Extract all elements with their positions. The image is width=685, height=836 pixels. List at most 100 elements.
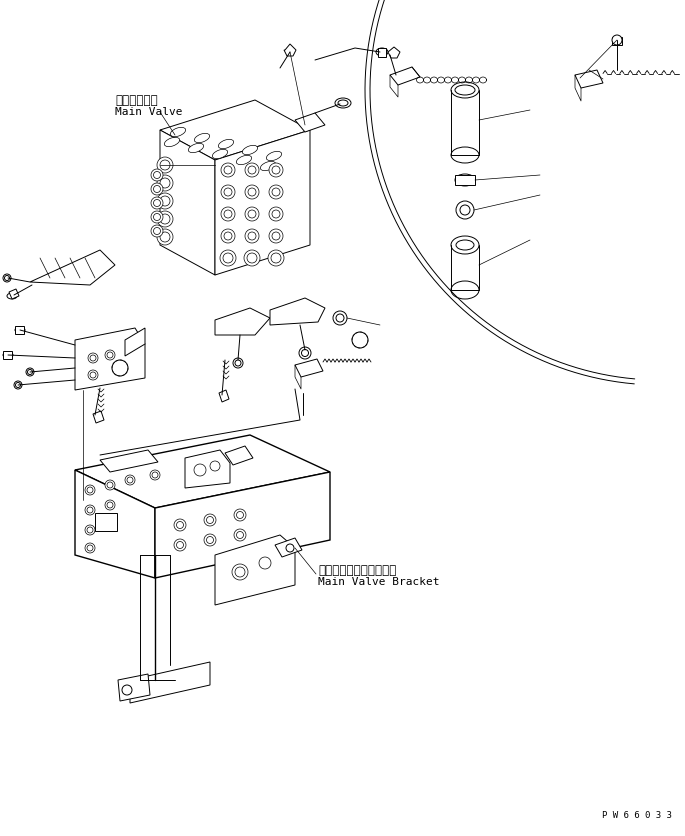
Circle shape — [269, 163, 283, 177]
Ellipse shape — [266, 151, 282, 161]
Circle shape — [150, 470, 160, 480]
Circle shape — [210, 461, 220, 471]
Circle shape — [16, 383, 21, 388]
Circle shape — [87, 527, 93, 533]
Circle shape — [221, 207, 235, 221]
Circle shape — [152, 472, 158, 478]
Circle shape — [174, 539, 186, 551]
Polygon shape — [75, 435, 330, 508]
Polygon shape — [155, 472, 330, 578]
Circle shape — [177, 522, 184, 528]
Polygon shape — [455, 175, 475, 185]
Ellipse shape — [236, 155, 251, 165]
Circle shape — [206, 517, 214, 523]
Circle shape — [248, 232, 256, 240]
Polygon shape — [15, 326, 24, 334]
Ellipse shape — [242, 145, 258, 155]
Bar — [95, 513, 117, 531]
Circle shape — [245, 207, 259, 221]
Ellipse shape — [15, 327, 25, 333]
Polygon shape — [215, 130, 310, 275]
Polygon shape — [93, 411, 104, 423]
Circle shape — [105, 480, 115, 490]
Polygon shape — [75, 470, 155, 578]
Ellipse shape — [451, 147, 479, 163]
Circle shape — [105, 350, 115, 360]
Circle shape — [233, 358, 243, 368]
Polygon shape — [575, 70, 603, 88]
Circle shape — [336, 314, 344, 322]
Circle shape — [177, 542, 184, 548]
Polygon shape — [130, 662, 210, 703]
Circle shape — [5, 276, 10, 281]
Circle shape — [194, 464, 206, 476]
Ellipse shape — [456, 240, 474, 250]
Text: Main Valve: Main Valve — [115, 107, 182, 117]
Circle shape — [153, 213, 160, 221]
Circle shape — [90, 372, 96, 378]
Circle shape — [107, 482, 113, 488]
Circle shape — [220, 250, 236, 266]
Circle shape — [244, 250, 260, 266]
Circle shape — [157, 157, 173, 173]
Ellipse shape — [171, 127, 186, 136]
Circle shape — [151, 183, 163, 195]
Circle shape — [27, 370, 32, 375]
Circle shape — [157, 211, 173, 227]
Circle shape — [157, 229, 173, 245]
Circle shape — [153, 186, 160, 192]
Circle shape — [286, 544, 294, 552]
Circle shape — [174, 519, 186, 531]
Circle shape — [206, 537, 214, 543]
Circle shape — [160, 232, 170, 242]
Circle shape — [456, 201, 474, 219]
Circle shape — [151, 225, 163, 237]
Circle shape — [157, 175, 173, 191]
Circle shape — [268, 250, 284, 266]
Ellipse shape — [451, 281, 479, 299]
Circle shape — [87, 507, 93, 513]
Circle shape — [85, 505, 95, 515]
Text: メインバルブブラケット: メインバルブブラケット — [318, 563, 397, 577]
Circle shape — [221, 185, 235, 199]
Polygon shape — [270, 298, 325, 325]
Circle shape — [26, 368, 34, 376]
Circle shape — [221, 229, 235, 243]
Circle shape — [299, 347, 311, 359]
Ellipse shape — [338, 100, 348, 106]
Circle shape — [248, 210, 256, 218]
Circle shape — [85, 525, 95, 535]
Polygon shape — [160, 100, 310, 160]
Ellipse shape — [455, 85, 475, 95]
Ellipse shape — [451, 82, 479, 98]
Polygon shape — [225, 446, 253, 465]
Text: メインバルブ: メインバルブ — [115, 94, 158, 106]
Circle shape — [107, 352, 113, 358]
Ellipse shape — [195, 134, 210, 143]
Circle shape — [248, 166, 256, 174]
Circle shape — [223, 253, 233, 263]
Circle shape — [160, 178, 170, 188]
Circle shape — [204, 514, 216, 526]
Polygon shape — [378, 48, 386, 57]
Polygon shape — [185, 450, 230, 488]
Circle shape — [271, 253, 281, 263]
Circle shape — [269, 185, 283, 199]
Ellipse shape — [188, 143, 203, 153]
Circle shape — [236, 512, 243, 518]
Text: P W 6 6 0 3 3: P W 6 6 0 3 3 — [602, 811, 672, 820]
Polygon shape — [284, 44, 296, 56]
Polygon shape — [9, 289, 19, 299]
Circle shape — [272, 188, 280, 196]
Circle shape — [151, 197, 163, 209]
Circle shape — [235, 360, 241, 366]
Circle shape — [460, 205, 470, 215]
Ellipse shape — [164, 137, 179, 146]
Polygon shape — [160, 130, 215, 275]
Ellipse shape — [212, 150, 227, 159]
Polygon shape — [3, 351, 12, 359]
Circle shape — [85, 543, 95, 553]
Circle shape — [248, 188, 256, 196]
Circle shape — [272, 232, 280, 240]
Circle shape — [112, 360, 128, 376]
